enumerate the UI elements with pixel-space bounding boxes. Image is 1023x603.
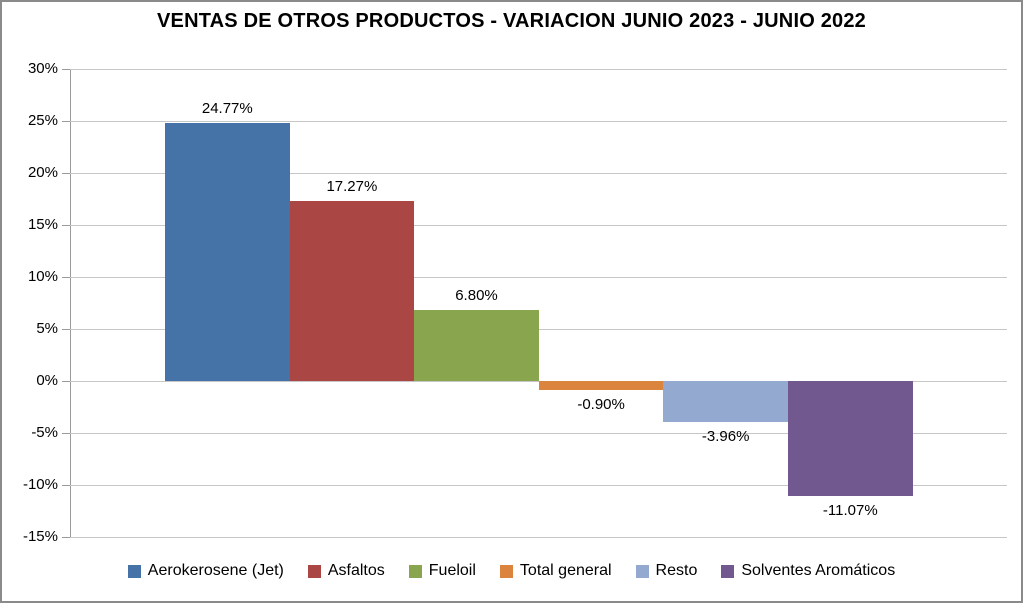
- bar-resto: [663, 381, 788, 423]
- legend-swatch-aerokerosene-jet: [127, 564, 141, 578]
- gridline-0: [70, 381, 1007, 382]
- legend-swatch-total-general: [499, 564, 513, 578]
- y-tick-15: [62, 537, 70, 538]
- y-tick-15: [62, 225, 70, 226]
- gridline-5: [70, 433, 1007, 434]
- bar-solventes-aromaticos: [788, 381, 913, 497]
- legend-item-asfaltos: Asfaltos: [307, 561, 385, 581]
- y-axis-label-5: 5%: [36, 320, 58, 337]
- chart-title: VENTAS DE OTROS PRODUCTOS - VARIACION JU…: [156, 10, 867, 32]
- y-tick-5: [62, 329, 70, 330]
- data-label-fueloil: 6.80%: [455, 287, 498, 305]
- gridline-10: [70, 485, 1007, 486]
- data-label-solventes-aromaticos: -11.07%: [822, 502, 878, 520]
- y-axis-line: [70, 69, 71, 538]
- legend-swatch-resto: [635, 564, 649, 578]
- y-axis-label-25: 25%: [27, 112, 58, 129]
- y-tick-10: [62, 277, 70, 278]
- bar-asfaltos: [289, 201, 415, 381]
- bar-aerokerosene-jet: [165, 123, 290, 381]
- legend-swatch-solventes-aromaticos: [721, 564, 735, 578]
- legend-label-solventes-aromaticos: Solventes Aromáticos: [741, 562, 896, 579]
- legend-label-aerokerosene-jet: Aerokerosene (Jet): [147, 562, 284, 579]
- data-label-resto: -3.96%: [701, 428, 750, 446]
- legend-label-resto: Resto: [655, 562, 698, 579]
- gridline-15: [70, 225, 1007, 226]
- y-axis-label-30: 30%: [27, 60, 58, 77]
- y-tick-20: [62, 173, 70, 174]
- legend: Aerokerosene (Jet) Asfaltos Fueloil Total g…: [2, 561, 1021, 581]
- y-tick-25: [62, 121, 70, 122]
- y-axis-label-10: -10%: [22, 476, 58, 493]
- y-axis-label-10: 10%: [27, 268, 58, 285]
- y-tick-5: [62, 433, 70, 434]
- legend-swatch-fueloil: [408, 564, 422, 578]
- gridline-25: [70, 121, 1007, 122]
- legend-item-total-general: Total general: [499, 561, 612, 581]
- gridline-15: [70, 537, 1007, 538]
- data-label-total-general: -0.90%: [577, 396, 625, 414]
- y-axis-label-15: 15%: [27, 216, 58, 233]
- y-tick-0: [62, 381, 70, 382]
- legend-item-resto: Resto: [635, 561, 698, 581]
- y-axis-label-0: 0%: [36, 372, 58, 389]
- data-label-aerokerosene-jet: 24.77%: [201, 100, 253, 118]
- bar-total-general: [538, 381, 664, 391]
- legend-swatch-asfaltos: [307, 564, 321, 578]
- legend-label-asfaltos: Asfaltos: [327, 562, 385, 579]
- bar-fueloil: [414, 310, 539, 381]
- y-axis-label-5: -5%: [31, 424, 58, 441]
- legend-item-fueloil: Fueloil: [408, 561, 476, 581]
- y-tick-30: [62, 69, 70, 70]
- y-axis-label-20: 20%: [27, 164, 58, 181]
- legend-item-solventes-aromaticos: Solventes Aromáticos: [721, 561, 895, 581]
- y-axis-label-15: -15%: [22, 528, 58, 545]
- y-tick-10: [62, 485, 70, 486]
- data-label-asfaltos: 17.27%: [326, 178, 378, 196]
- legend-label-fueloil: Fueloil: [428, 562, 476, 579]
- gridline-20: [70, 173, 1007, 174]
- legend-item-aerokerosene-jet: Aerokerosene (Jet): [127, 561, 284, 581]
- plot-area: 24.77% 17.27% 6.80% -0.90% -3.96% -11.07%: [70, 69, 1007, 538]
- gridline-10: [70, 277, 1007, 278]
- gridline-30: [70, 69, 1007, 70]
- legend-label-total-general: Total general: [519, 562, 612, 579]
